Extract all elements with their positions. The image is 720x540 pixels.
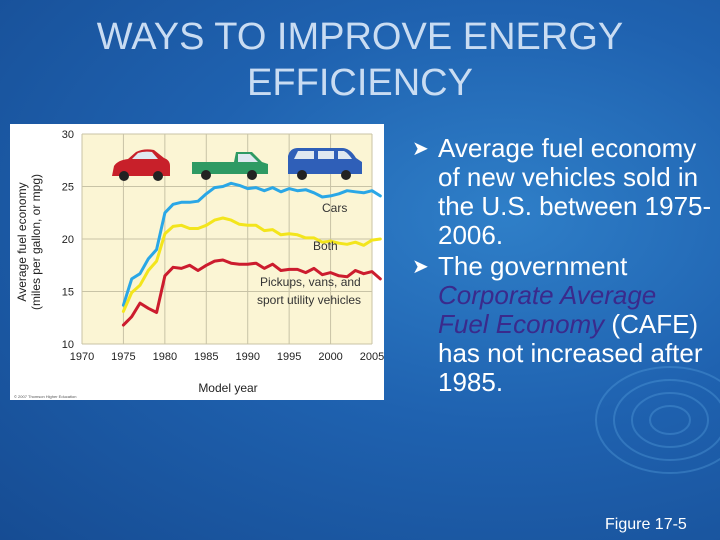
blue-suv-icon	[288, 148, 362, 180]
annotation-trucks-line2: sport utility vehicles	[257, 293, 361, 307]
x-tick-label: 1975	[111, 351, 135, 363]
x-tick-label: 1970	[70, 351, 94, 363]
y-tick-label: 10	[62, 339, 74, 351]
figure-label: Figure 17-5	[605, 516, 687, 533]
arrow-bullet-icon: ➤	[412, 138, 429, 160]
x-tick-label: 2005	[360, 351, 384, 363]
series-line-both	[121, 216, 382, 313]
y-tick-label: 20	[62, 234, 74, 246]
bullet-item-2: ➤ The government Corporate Average Fuel …	[412, 252, 712, 397]
chart-svg: 10 15 20 25 30 1970 1975 1980 1985 1990 1995 2000 20…	[14, 129, 384, 399]
vehicle-illustrations	[112, 148, 362, 181]
red-car-icon	[112, 149, 170, 181]
y-axis-label-line2: (miles per gallon, or mpg)	[29, 174, 43, 310]
bullet-text-2-pre: The government	[438, 251, 628, 281]
series-line-cars	[121, 181, 382, 307]
annotation-both: Both	[313, 239, 338, 253]
y-tick-label: 30	[62, 129, 74, 141]
bullet-text-1: Average fuel economy of new vehicles sol…	[438, 133, 712, 250]
bullet-text-2-emphasis: Corporate Average Fuel Economy	[438, 280, 657, 339]
annotation-trucks-line1: Pickups, vans, and	[260, 275, 361, 289]
arrow-bullet-icon: ➤	[412, 256, 429, 278]
slide-title-line1: WAYS TO IMPROVE ENERGY	[96, 16, 624, 58]
y-tick-label: 15	[62, 287, 74, 299]
y-tick-label: 25	[62, 182, 74, 194]
x-tick-label: 1995	[277, 351, 301, 363]
svg-text:Average fuel economy: Average fuel economy	[15, 182, 29, 301]
annotation-cars: Cars	[322, 201, 347, 215]
copyright-credit: © 2007 Thomson Higher Education	[14, 394, 76, 399]
y-axis-label-line1: Average fuel economy	[15, 182, 29, 301]
series-line-trucks	[121, 258, 382, 327]
fuel-economy-chart: 10 15 20 25 30 1970 1975 1980 1985 1990 1995 2000 20…	[10, 124, 384, 400]
bullet-text-2-post: (CAFE) has not increased after 1985.	[438, 309, 703, 397]
slide-title: WAYS TO IMPROVE ENERGY EFFICIENCY	[0, 14, 720, 106]
x-axis-label: Model year	[198, 381, 257, 395]
bullet-item-1: ➤ Average fuel economy of new vehicles s…	[412, 134, 712, 250]
x-tick-label: 2000	[318, 351, 342, 363]
x-tick-label: 1985	[194, 351, 218, 363]
green-pickup-icon	[192, 152, 268, 180]
x-tick-label: 1990	[235, 351, 259, 363]
decorative-swirl	[595, 366, 720, 474]
x-tick-label: 1980	[153, 351, 177, 363]
svg-text:(miles per gallon, or mpg): (miles per gallon, or mpg)	[29, 174, 43, 310]
slide-title-line2: EFFICIENCY	[247, 62, 473, 104]
bullet-list: ➤ Average fuel economy of new vehicles s…	[412, 134, 712, 399]
